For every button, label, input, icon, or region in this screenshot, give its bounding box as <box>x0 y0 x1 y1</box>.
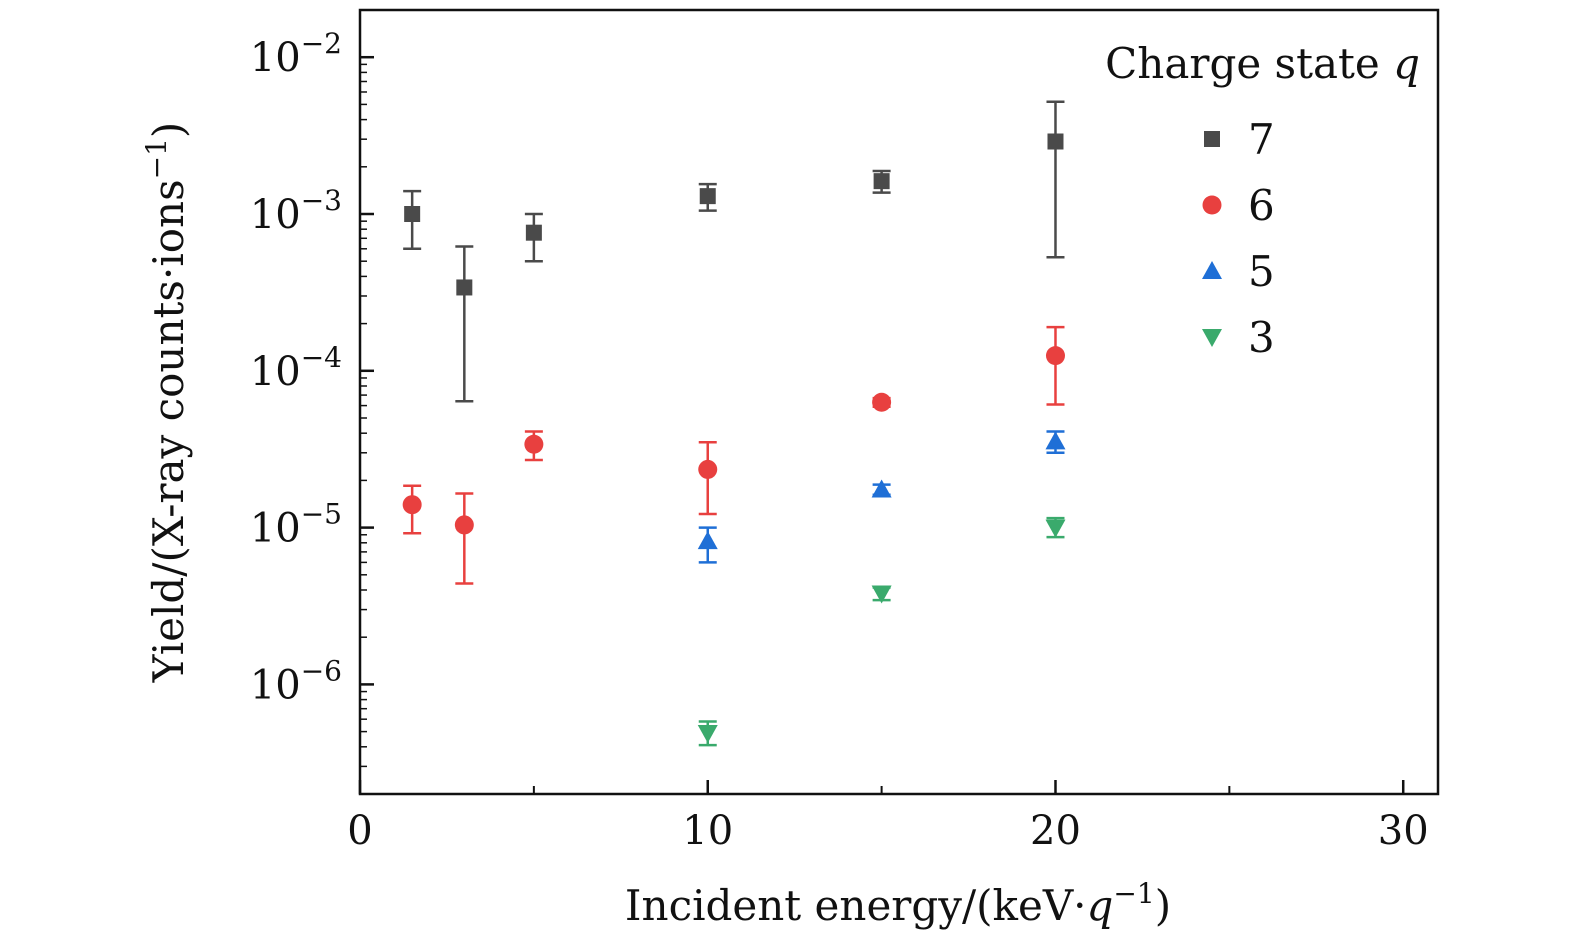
x-axis-title: Incident energy/(keV·q−1) <box>625 877 1171 930</box>
legend: Charge state q 7 6 5 3 <box>1105 39 1420 362</box>
data-point-series-6 <box>872 392 892 412</box>
legend-marker-5 <box>1202 261 1222 279</box>
data-point-series-5 <box>871 479 892 498</box>
legend-marker-7 <box>1204 131 1220 147</box>
legend-label-6: 6 <box>1248 181 1275 230</box>
data-point-series-6 <box>1045 346 1065 366</box>
data-point-series-3 <box>1045 519 1066 538</box>
data-point-series-7 <box>456 279 473 296</box>
axis-ticks <box>358 9 1405 795</box>
data-point-series-7 <box>699 188 716 205</box>
error-bar-series-7 <box>455 245 474 403</box>
data-point-series-6 <box>402 495 422 515</box>
data-point-series-5 <box>1045 431 1066 450</box>
data-point-series-7 <box>1047 133 1064 150</box>
legend-marker-3 <box>1202 329 1222 347</box>
y-tick-label: 10−2 <box>250 27 342 81</box>
tick-labels: 0 10 20 30 10−6 10−5 10−4 10−3 10−2 <box>250 27 1429 854</box>
x-tick-label: 30 <box>1378 808 1429 854</box>
x-tick-label: 20 <box>1030 808 1081 854</box>
error-bars <box>403 100 1065 747</box>
y-tick-label: 10−4 <box>250 341 342 395</box>
data-point-series-7 <box>404 206 421 223</box>
data-point-series-7 <box>873 173 890 190</box>
data-point-series-5 <box>697 531 718 550</box>
y-tick-label: 10−5 <box>250 498 342 552</box>
y-tick-label: 10−3 <box>250 184 342 238</box>
x-tick-label: 10 <box>682 808 733 854</box>
error-bar-series-6 <box>1046 325 1065 406</box>
error-bar-series-6 <box>455 492 474 585</box>
data-point-series-6 <box>524 434 544 454</box>
legend-label-3: 3 <box>1248 313 1275 362</box>
data-point-series-6 <box>454 515 474 535</box>
legend-label-7: 7 <box>1248 115 1275 164</box>
y-tick-label: 10−6 <box>250 654 342 708</box>
legend-title: Charge state q <box>1105 39 1420 88</box>
legend-label-5: 5 <box>1248 247 1275 296</box>
data-point-series-3 <box>871 585 892 604</box>
plot-frame <box>358 8 1440 796</box>
data-markers <box>402 133 1066 743</box>
data-point-series-6 <box>698 459 718 479</box>
error-bar-series-7 <box>1046 100 1065 259</box>
legend-marker-6 <box>1202 195 1222 215</box>
x-tick-label: 0 <box>347 808 372 854</box>
data-point-series-3 <box>697 724 718 743</box>
y-axis-title: Yield/(X-ray counts·ions−1) <box>140 122 193 684</box>
data-point-series-7 <box>525 224 542 241</box>
